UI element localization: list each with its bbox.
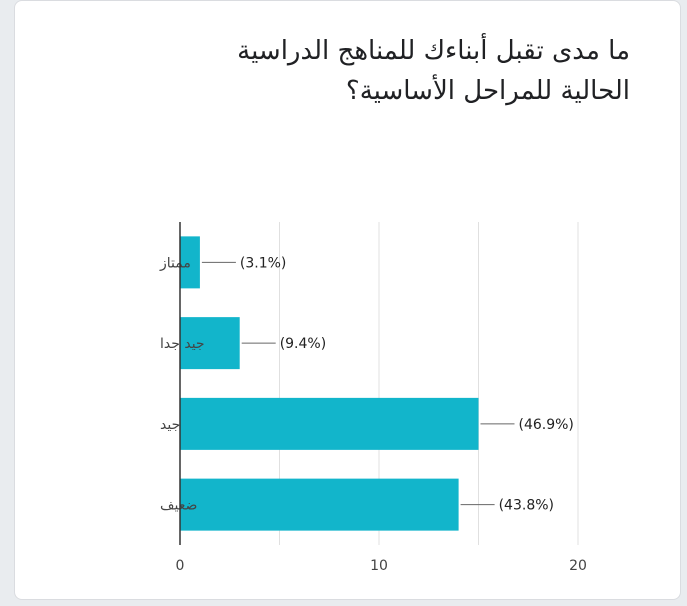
bar (180, 317, 240, 370)
data-label: (3.1%) (240, 255, 287, 271)
y-tick-label: جيد جدا (160, 336, 205, 352)
y-tick-label: جيد (160, 417, 180, 433)
x-tick-label: 20 (569, 558, 587, 574)
y-tick-label: ضعيف (160, 498, 197, 514)
data-label: (46.9%) (519, 417, 574, 433)
bar (180, 236, 200, 289)
x-tick-label: 10 (370, 558, 388, 574)
bar (180, 478, 459, 531)
data-label: (43.8%) (499, 498, 554, 514)
data-label: (9.4%) (280, 336, 327, 352)
x-tick-label: 0 (176, 558, 185, 574)
y-tick-label: ممتاز (159, 255, 191, 271)
bar (180, 397, 479, 450)
question-title: ما مدى تقبل أبناءك للمناهج الدراسية الحا… (237, 36, 630, 106)
